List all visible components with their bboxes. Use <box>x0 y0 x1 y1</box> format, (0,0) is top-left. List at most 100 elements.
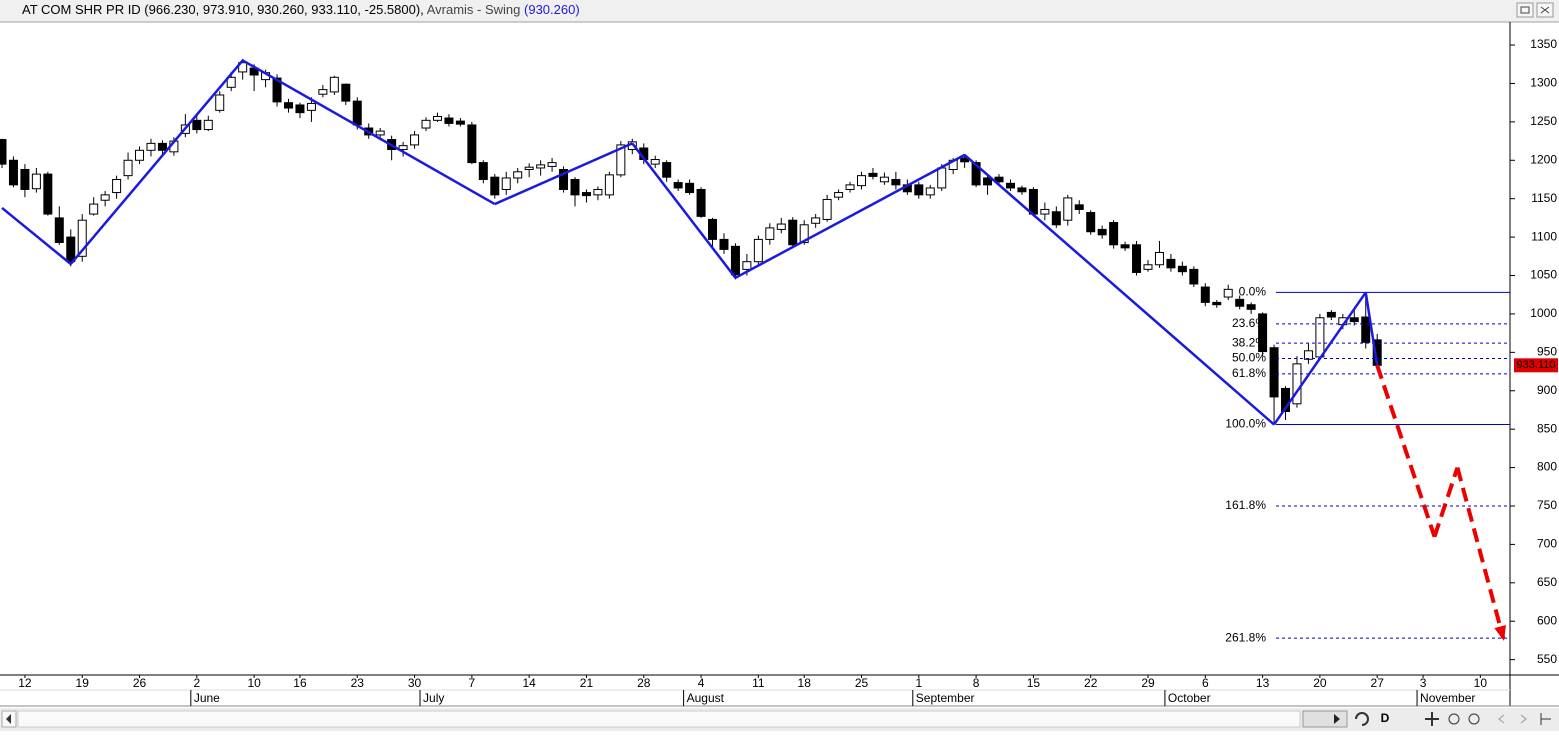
y-tick-label: 900 <box>1537 383 1557 397</box>
x-tick-label: 10 <box>247 676 261 690</box>
x-tick-label: 2 <box>193 676 200 690</box>
month-label: June <box>194 691 220 705</box>
x-tick-label: 12 <box>18 676 32 690</box>
candle-body <box>513 171 523 179</box>
last-price-tag <box>1514 358 1558 373</box>
x-tick-label: 22 <box>1084 676 1098 690</box>
candle-body <box>146 142 156 151</box>
candle-body <box>581 192 591 197</box>
projection-segment <box>1455 467 1506 639</box>
y-tick-label: 800 <box>1537 460 1557 474</box>
candle-body <box>1097 228 1107 236</box>
y-tick-label: 1200 <box>1530 152 1557 166</box>
candle-body <box>329 76 339 93</box>
projection-segment <box>1432 466 1460 538</box>
x-tick-label: 3 <box>1420 676 1427 690</box>
x-tick-label: 11 <box>752 676 765 690</box>
candle-body <box>1292 363 1302 405</box>
zoom-out[interactable] <box>1448 713 1460 725</box>
scroll-button[interactable]: D <box>1381 711 1390 725</box>
projection-arrowhead <box>1494 624 1506 642</box>
x-tick-label: 18 <box>798 676 812 690</box>
projection-segment <box>1375 364 1437 538</box>
candle-body <box>1051 211 1061 226</box>
refresh-icon[interactable] <box>1355 712 1369 726</box>
candle-body <box>1326 311 1336 318</box>
candle-body <box>1017 187 1027 193</box>
y-tick-label: 1350 <box>1530 37 1557 51</box>
scroll-thumb[interactable] <box>1302 710 1348 728</box>
candle-body <box>547 162 557 167</box>
candle-body <box>971 162 981 186</box>
candle-body <box>822 198 832 220</box>
candle-body <box>1235 298 1245 307</box>
candle-body <box>559 169 569 190</box>
indicator-value: (930.260) <box>524 2 580 17</box>
candle-body <box>983 177 993 186</box>
candle-body <box>1258 313 1268 353</box>
restore-button[interactable] <box>1516 2 1534 18</box>
nav-left[interactable] <box>1498 714 1505 724</box>
move-icon[interactable] <box>1425 712 1439 726</box>
candle-body <box>891 178 901 186</box>
candle-body <box>1109 222 1119 246</box>
month-label: September <box>916 691 975 705</box>
zoom-in[interactable] <box>1468 713 1480 725</box>
candle-body <box>112 178 122 194</box>
month-label: July <box>423 691 444 705</box>
candle-body <box>375 130 385 136</box>
candle-body <box>1154 251 1164 266</box>
arrow-left <box>6 714 11 724</box>
scrollbar[interactable]: D <box>0 708 1559 731</box>
zigzag-segment <box>631 142 737 279</box>
candle-body <box>100 194 110 201</box>
candle-body <box>730 245 740 276</box>
x-tick-label: 7 <box>469 676 476 690</box>
scroll-track[interactable] <box>17 710 1301 728</box>
candle-body <box>1212 301 1222 306</box>
close-icon <box>1540 6 1550 14</box>
x-tick-label: 29 <box>1141 676 1155 690</box>
month-label: August <box>687 691 725 705</box>
zigzag-segment <box>494 142 633 206</box>
y-tick-label: 1250 <box>1530 114 1557 128</box>
candle-body <box>1005 182 1015 189</box>
y-tick-label: 1300 <box>1530 76 1557 90</box>
candle-body <box>1200 286 1210 303</box>
candle-body <box>857 175 866 187</box>
candle-body <box>868 172 878 177</box>
fib-label: 0.0% <box>1239 285 1267 299</box>
zigzag-segment <box>242 59 496 206</box>
y-tick-label: 1000 <box>1530 306 1557 320</box>
candle-body <box>421 119 431 129</box>
candle-body <box>341 83 351 102</box>
candle-body <box>1177 265 1187 273</box>
fib-label: 23.6% <box>1232 316 1266 330</box>
x-tick-label: 25 <box>855 676 869 690</box>
candle-body <box>1303 350 1313 360</box>
nav-right[interactable] <box>1520 714 1527 724</box>
candle-body <box>604 174 614 196</box>
candle-body <box>410 134 420 146</box>
candle-body <box>1063 197 1073 221</box>
candle-body <box>593 188 603 196</box>
x-tick-label: 14 <box>522 676 536 690</box>
zigzag-segment <box>1364 292 1379 366</box>
candle-body <box>0 139 7 165</box>
title-text: AT COM SHR PR ID (966.230, 973.910, 930.… <box>22 2 424 17</box>
candle-body <box>272 77 282 103</box>
x-tick-label: 26 <box>133 676 147 690</box>
candle-body <box>1120 244 1130 249</box>
candle-body <box>226 76 236 88</box>
candle-body <box>914 184 924 196</box>
candle-body <box>203 119 213 131</box>
y-tick-label: 700 <box>1537 537 1557 551</box>
candle-body <box>501 177 511 190</box>
y-tick-label: 950 <box>1537 345 1557 359</box>
nav-end[interactable] <box>1540 713 1551 725</box>
y-tick-label: 650 <box>1537 575 1557 589</box>
indicator-name: Avramis - Swing <box>427 2 521 17</box>
candle-body <box>490 176 500 196</box>
x-tick-label: 19 <box>76 676 90 690</box>
window-buttons[interactable] <box>1516 2 1554 18</box>
